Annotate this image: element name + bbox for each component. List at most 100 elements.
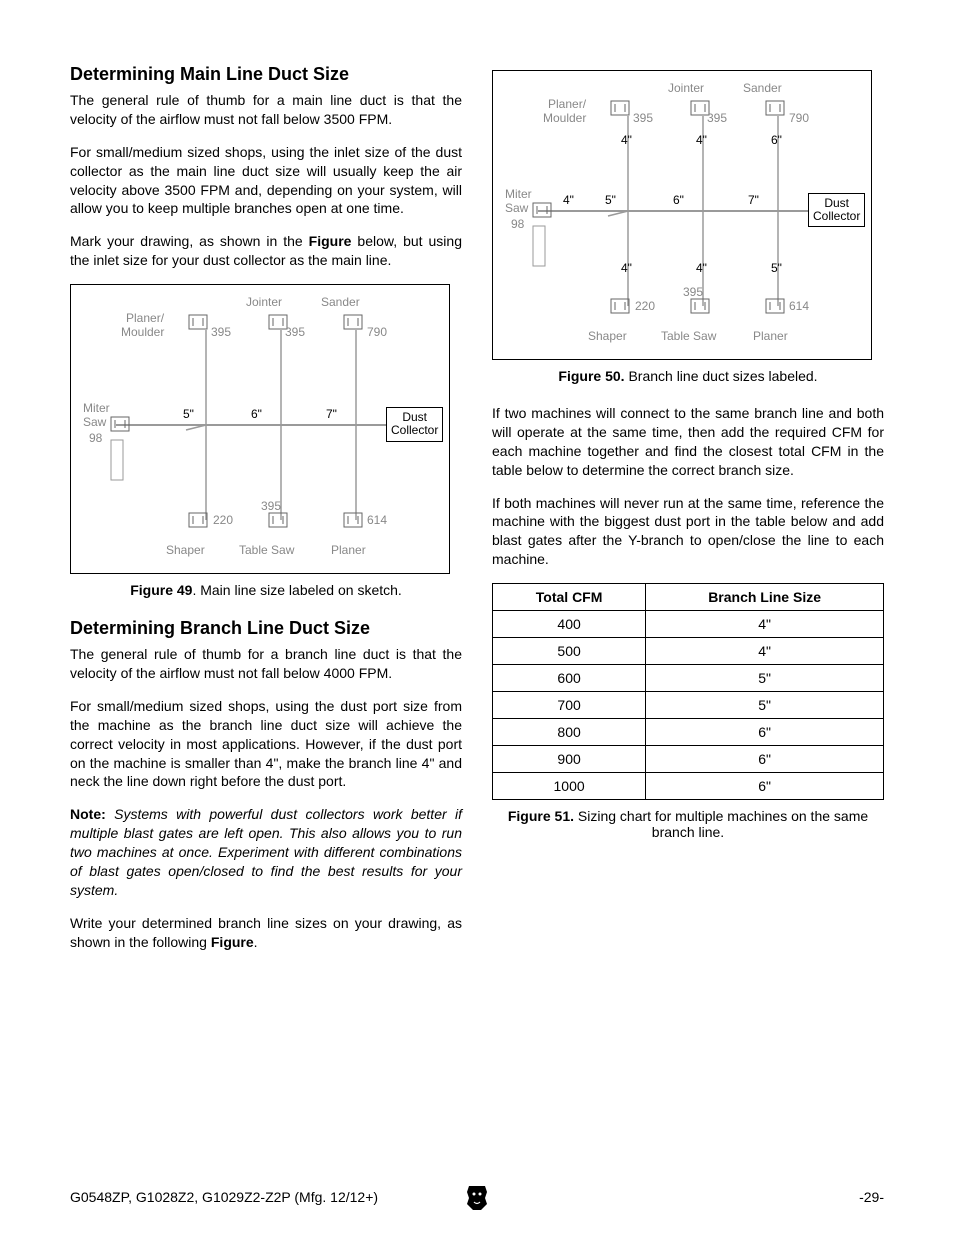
diagram-label: 220: [635, 299, 655, 313]
table-cell: 800: [493, 719, 646, 746]
table-row: 8006": [493, 719, 884, 746]
figure-ref: Figure: [309, 233, 352, 249]
table-cell: 600: [493, 665, 646, 692]
diagram-label: Planer: [331, 543, 366, 557]
diagram-label: 220: [213, 513, 233, 527]
note-label: Note:: [70, 806, 106, 822]
diagram-label: 790: [789, 111, 809, 125]
para-main-3: Mark your drawing, as shown in the Figur…: [70, 232, 462, 270]
table-cell: 6": [646, 746, 884, 773]
footer-model: G0548ZP, G1028Z2, G1029Z2-Z2P (Mfg. 12/1…: [70, 1189, 378, 1205]
para-branch-2: For small/medium sized shops, using the …: [70, 697, 462, 791]
diagram-label: Planer/: [548, 97, 586, 111]
diagram-label: 395: [707, 111, 727, 125]
para-main-2: For small/medium sized shops, using the …: [70, 143, 462, 219]
table-cell: 500: [493, 638, 646, 665]
table-cell: 6": [646, 719, 884, 746]
para-branch-3: Write your determined branch line sizes …: [70, 914, 462, 952]
diagram-label: 7": [326, 407, 337, 421]
fig-text: . Main line size labeled on sketch.: [192, 582, 401, 598]
diagram-label: Shaper: [588, 329, 627, 343]
table-cell: 900: [493, 746, 646, 773]
table-row: 9006": [493, 746, 884, 773]
para-branch-1: The general rule of thumb for a branch l…: [70, 645, 462, 683]
table-cell: 4": [646, 611, 884, 638]
table-row: 10006": [493, 773, 884, 800]
diagram-label: Table Saw: [661, 329, 716, 343]
para-main-1: The general rule of thumb for a main lin…: [70, 91, 462, 129]
table-cell: 5": [646, 665, 884, 692]
fig-label: Figure 51.: [508, 808, 574, 824]
table-head-row: Total CFM Branch Line Size: [493, 584, 884, 611]
right-column: 5"6"7"JointerSanderPlaner/Moulder3953957…: [492, 64, 884, 966]
table-row: 4004": [493, 611, 884, 638]
table-cell: 1000: [493, 773, 646, 800]
fig-text: Sizing chart for multiple machines on th…: [574, 808, 868, 840]
diagram-label: 790: [367, 325, 387, 339]
diagram-label: 6": [771, 133, 782, 147]
branch-size-table: Total CFM Branch Line Size 4004"5004"600…: [492, 583, 884, 800]
page-number: -29-: [859, 1189, 884, 1205]
diagram-label: Moulder: [543, 111, 586, 125]
diagram-label: Miter: [505, 187, 532, 201]
figure-49-diagram: 5" 6" 7" Jointer Sander Planer/Moulder 395 395 7…: [70, 284, 450, 574]
fig-label: Figure 49: [130, 582, 192, 598]
note-body: Systems with powerful dust collectors wo…: [70, 806, 462, 898]
diagram-label: Saw: [505, 201, 528, 215]
diagram-label: Sander: [743, 81, 782, 95]
table-cell: 5": [646, 692, 884, 719]
diagram-label: 4": [621, 261, 632, 275]
diagram-label: Table Saw: [239, 543, 294, 557]
diagram-label: 395: [211, 325, 231, 339]
diagram-label: Planer: [753, 329, 788, 343]
text: Mark your drawing, as shown in the: [70, 233, 309, 249]
diagram-box: DustCollector: [808, 193, 865, 227]
fig-text: Branch line duct sizes labeled.: [625, 368, 818, 384]
diagram-label: Jointer: [668, 81, 704, 95]
text: .: [254, 934, 258, 950]
diagram-label: Sander: [321, 295, 360, 309]
diagram-label: Saw: [83, 415, 106, 429]
diagram-label: 5": [771, 261, 782, 275]
diagram-label: 5": [183, 407, 194, 421]
diagram-label: 4": [563, 193, 574, 207]
diagram-label: 6": [673, 193, 684, 207]
figure-50-diagram: 5" 6" 7" Jointer Sander Planer/Moulder 395 395 7…: [492, 70, 872, 360]
fig-label: Figure 50.: [558, 368, 624, 384]
note-paragraph: Note: Systems with powerful dust collect…: [70, 805, 462, 899]
page-columns: Determining Main Line Duct Size The gene…: [70, 64, 884, 966]
diagram-label: 98: [89, 431, 102, 445]
diagram-label: 395: [633, 111, 653, 125]
diagram-label: 5": [605, 193, 616, 207]
diagram-label: 6": [251, 407, 262, 421]
figure-49-caption: Figure 49. Main line size labeled on ske…: [70, 582, 462, 598]
grizzly-logo-icon: [465, 1184, 489, 1210]
para-right-2: If both machines will never run at the s…: [492, 494, 884, 570]
table-row: 6005": [493, 665, 884, 692]
table-row: 7005": [493, 692, 884, 719]
diagram-label: Planer/: [126, 311, 164, 325]
col-header-size: Branch Line Size: [646, 584, 884, 611]
text: Write your determined branch line sizes …: [70, 915, 462, 950]
para-right-1: If two machines will connect to the same…: [492, 404, 884, 480]
diagram-label: 4": [621, 133, 632, 147]
heading-main-line: Determining Main Line Duct Size: [70, 64, 462, 85]
diagram-label: Moulder: [121, 325, 164, 339]
diagram-label: 614: [367, 513, 387, 527]
table-cell: 700: [493, 692, 646, 719]
diagram-label: Shaper: [166, 543, 205, 557]
diagram-label: 395: [285, 325, 305, 339]
diagram-label: Miter: [83, 401, 110, 415]
diagram-label: Jointer: [246, 295, 282, 309]
table-row: 5004": [493, 638, 884, 665]
figure-ref: Figure: [211, 934, 254, 950]
left-column: Determining Main Line Duct Size The gene…: [70, 64, 462, 966]
heading-branch-line: Determining Branch Line Duct Size: [70, 618, 462, 639]
table-cell: 4": [646, 638, 884, 665]
diagram-label: 395: [683, 285, 703, 299]
diagram-label: 4": [696, 133, 707, 147]
figure-50-caption: Figure 50. Branch line duct sizes labele…: [492, 368, 884, 384]
col-header-cfm: Total CFM: [493, 584, 646, 611]
diagram-label: 7": [748, 193, 759, 207]
figure-51-caption: Figure 51. Sizing chart for multiple mac…: [492, 808, 884, 840]
